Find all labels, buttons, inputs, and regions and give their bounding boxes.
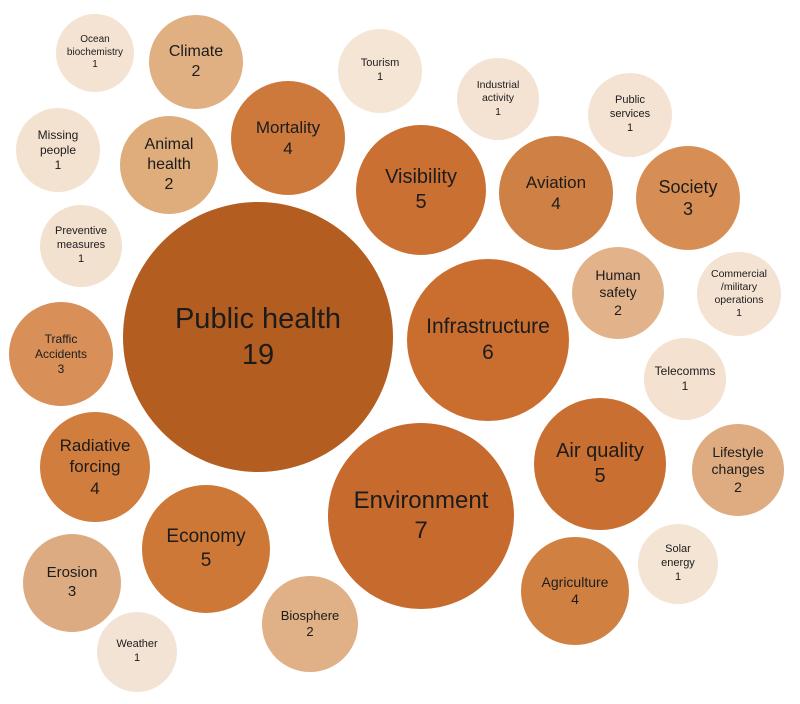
- bubble-label-line: activity: [481, 92, 515, 105]
- bubble-value: 1: [77, 252, 85, 265]
- bubble-value: 3: [682, 199, 693, 219]
- bubble-value: 1: [674, 570, 682, 583]
- bubble-label-line: Public health: [174, 302, 342, 335]
- bubble-agriculture: Agriculture 4: [521, 537, 629, 645]
- bubble-value: 5: [200, 550, 212, 571]
- bubble-value: 5: [415, 191, 427, 213]
- bubble-label-line: health: [147, 156, 191, 173]
- bubble-label-line: safety: [599, 284, 637, 301]
- bubble-value: 4: [571, 591, 579, 607]
- bubble-label-line: Infrastructure: [426, 314, 550, 338]
- bubble-mortality: Mortality 4: [231, 81, 345, 195]
- bubble-erosion: Erosion 3: [23, 534, 121, 632]
- bubble-solar-energy: Solar energy 1: [638, 524, 718, 604]
- bubble-telecomms: Telecomms 1: [644, 338, 726, 420]
- bubble-biosphere: Biosphere 2: [262, 576, 358, 672]
- bubble-label-line: Society: [658, 176, 718, 197]
- bubble-label-line: Visibility: [385, 166, 457, 188]
- bubble-value: 5: [594, 465, 606, 487]
- bubble-economy: Economy 5: [142, 485, 270, 613]
- bubble-label-line: Biosphere: [280, 607, 340, 623]
- bubble-tourism: Tourism 1: [338, 29, 422, 113]
- bubble-traffic-accidents: Traffic Accidents 3: [9, 302, 113, 406]
- bubble-label-line: Economy: [166, 526, 246, 548]
- bubble-value: 2: [306, 624, 314, 639]
- bubble-animal-health: Animal health 2: [120, 116, 218, 214]
- bubble-society: Society 3: [636, 146, 740, 250]
- bubble-label-line: Telecomms: [654, 364, 716, 378]
- bubble-label-line: Mortality: [255, 117, 321, 137]
- bubble-lifestyle-changes: Lifestyle changes 2: [692, 424, 784, 516]
- bubble-label-line: changes: [711, 461, 765, 478]
- bubble-label-line: Animal: [144, 136, 194, 153]
- bubble-weather: Weather 1: [97, 612, 177, 692]
- bubble-label-line: Traffic: [44, 331, 78, 346]
- bubble-value: 1: [736, 307, 742, 320]
- bubble-environment: Environment 7: [328, 423, 514, 609]
- bubble-visibility: Visibility 5: [356, 125, 486, 255]
- bubble-label-line: services: [609, 108, 651, 121]
- bubble-air-quality: Air quality 5: [534, 398, 666, 530]
- bubble-value: 1: [54, 157, 62, 172]
- bubble-label-line: Aviation: [525, 172, 587, 192]
- bubble-value: 1: [681, 379, 689, 393]
- bubble-value: 6: [482, 341, 494, 364]
- bubble-radiative-forcing: Radiative forcing 4: [40, 412, 150, 522]
- bubble-label-line: energy: [661, 557, 695, 570]
- bubble-label-line: Solar: [665, 543, 691, 556]
- bubble-label-line: Lifestyle: [712, 443, 764, 460]
- bubble-missing-people: Missing people 1: [16, 108, 100, 192]
- bubble-value: 2: [614, 301, 622, 318]
- bubble-label-line: Agriculture: [541, 573, 609, 590]
- bubble-label-line: Commercial: [710, 267, 767, 280]
- bubble-value: 2: [191, 63, 201, 80]
- bubble-value: 4: [90, 478, 100, 498]
- bubble-human-safety: Human safety 2: [572, 247, 664, 339]
- bubble-climate: Climate 2: [149, 15, 243, 109]
- bubble-label-line: measures: [56, 239, 106, 252]
- bubble-label-line: operations: [714, 294, 764, 306]
- bubble-infrastructure: Infrastructure 6: [407, 259, 569, 421]
- bubble-label-line: forcing: [69, 457, 121, 477]
- bubble-value: 19: [241, 339, 275, 371]
- bubble-label-line: Accidents: [34, 346, 88, 361]
- bubble-label-line: Air quality: [556, 440, 644, 462]
- bubble-value: 1: [626, 121, 634, 134]
- bubble-label-line: biochemistry: [66, 46, 124, 58]
- bubble-public-health: Public health 19: [123, 202, 393, 472]
- bubble-label-line: Erosion: [46, 564, 98, 582]
- bubble-label-line: Public: [615, 94, 645, 107]
- bubble-aviation: Aviation 4: [499, 136, 613, 250]
- bubble-value: 2: [164, 176, 174, 193]
- bubble-value: 1: [376, 71, 384, 83]
- bubble-label-line: Climate: [168, 43, 224, 60]
- bubble-value: 1: [495, 105, 501, 118]
- bubble-label-line: Preventive: [55, 225, 107, 238]
- bubble-ocean-biochemistry: Ocean biochemistry 1: [56, 14, 134, 92]
- bubble-label-line: Radiative: [59, 436, 131, 456]
- bubble-label-line: Human: [595, 266, 641, 283]
- bubble-value: 4: [283, 139, 293, 158]
- bubble-label-line: people: [39, 142, 77, 157]
- bubble-value: 4: [551, 194, 561, 213]
- bubble-label-line: Industrial: [476, 79, 520, 92]
- bubble-commercial-military-operations: Commercial/military operations 1: [697, 252, 781, 336]
- bubble-label-line: Environment: [353, 487, 489, 514]
- bubble-value: 3: [67, 583, 77, 600]
- bubble-preventive-measures: Preventive measures 1: [40, 205, 122, 287]
- bubble-label-line: Tourism: [360, 57, 400, 70]
- bubble-value: 2: [734, 478, 742, 495]
- bubble-value: 1: [92, 59, 98, 71]
- bubble-label-line: Ocean: [80, 34, 110, 46]
- bubble-label-line: Weather: [116, 638, 158, 651]
- bubble-value: 7: [414, 517, 428, 544]
- bubble-industrial-activity: Industrial activity 1: [457, 58, 539, 140]
- bubble-value: 1: [133, 652, 141, 664]
- bubble-label-line: Missing: [37, 127, 79, 142]
- bubble-public-services: Public services 1: [588, 73, 672, 157]
- bubble-label-line: /military: [720, 280, 758, 293]
- bubble-value: 3: [57, 361, 65, 376]
